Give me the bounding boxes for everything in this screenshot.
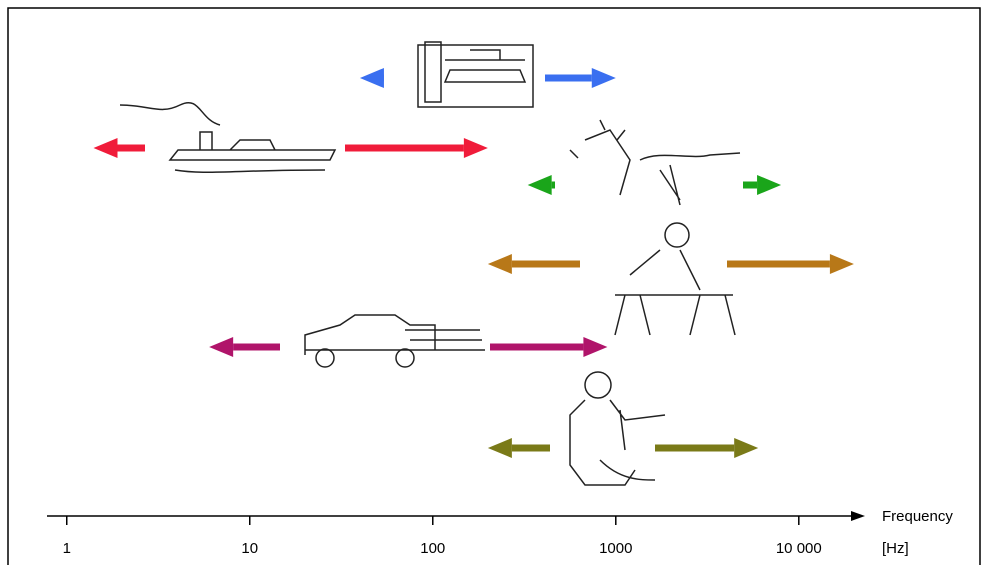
- arrow-head: [527, 175, 552, 195]
- x-axis-arrow: [851, 511, 865, 521]
- arrow-head: [93, 138, 118, 158]
- arrow-head: [583, 337, 608, 357]
- x-tick-label: 1000: [599, 540, 632, 557]
- x-tick-label: 10 000: [776, 540, 822, 557]
- machine-icon: [417, 41, 534, 108]
- frequency-range: [209, 337, 608, 357]
- frequency-range: [93, 138, 488, 158]
- frequency-range: [359, 68, 616, 88]
- car-icon: [304, 314, 485, 368]
- arrow-head: [209, 337, 234, 357]
- ship-icon: [119, 102, 337, 173]
- arrow-head: [757, 175, 782, 195]
- saw-icon: [614, 222, 736, 336]
- violinist-icon: [569, 371, 666, 486]
- axis-unit: [Hz]: [882, 540, 909, 557]
- frequency-range: [487, 254, 854, 274]
- x-tick-label: 100: [420, 540, 445, 557]
- x-tick-label: 10: [241, 540, 258, 557]
- welder-icon: [569, 119, 741, 206]
- arrow-head: [829, 254, 854, 274]
- arrow-head: [359, 68, 384, 88]
- arrow-head: [487, 438, 512, 458]
- arrow-head: [591, 68, 616, 88]
- frequency-range: [527, 175, 782, 195]
- arrow-head: [734, 438, 759, 458]
- arrow-head: [487, 254, 512, 274]
- frame: [7, 7, 981, 565]
- icons: [119, 41, 741, 486]
- axis-label: Frequency: [882, 508, 953, 525]
- frequency-range: [487, 438, 759, 458]
- x-tick-label: 1: [63, 540, 71, 557]
- arrow-head: [463, 138, 488, 158]
